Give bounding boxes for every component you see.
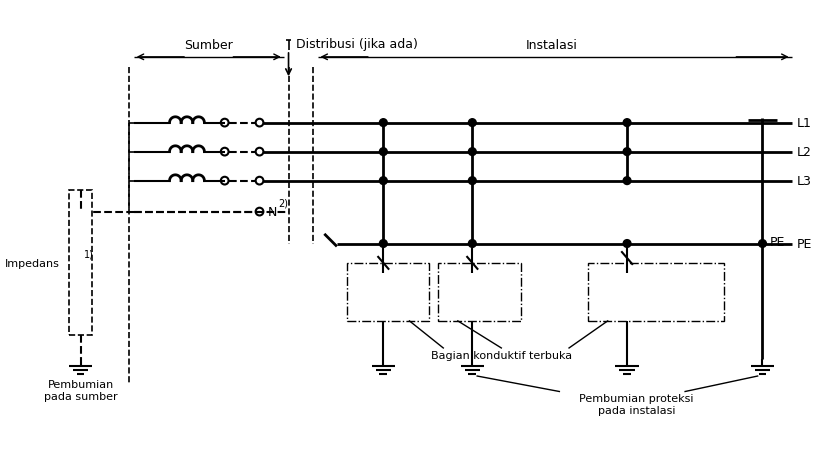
Circle shape	[623, 177, 631, 185]
Circle shape	[468, 177, 477, 185]
Circle shape	[623, 240, 631, 248]
Bar	[438, 263, 521, 321]
Circle shape	[380, 240, 387, 248]
Bar	[589, 263, 724, 321]
Circle shape	[380, 119, 387, 127]
Bar	[347, 263, 429, 321]
Text: L2: L2	[797, 146, 811, 159]
Text: N: N	[268, 206, 277, 218]
Circle shape	[623, 148, 631, 156]
Text: Impedans: Impedans	[4, 258, 59, 268]
Text: L3: L3	[797, 175, 811, 188]
Circle shape	[468, 240, 477, 248]
Text: Sumber: Sumber	[185, 39, 233, 52]
Text: L1: L1	[797, 117, 811, 130]
Circle shape	[468, 119, 477, 127]
Circle shape	[380, 148, 387, 156]
Circle shape	[758, 240, 767, 248]
Circle shape	[468, 148, 477, 156]
Circle shape	[380, 177, 387, 185]
Text: Pembumian proteksi
pada instalasi: Pembumian proteksi pada instalasi	[579, 393, 694, 415]
Bar	[69, 191, 92, 336]
Text: Distribusi (jika ada): Distribusi (jika ada)	[296, 38, 418, 50]
Text: 2): 2)	[278, 198, 288, 208]
Text: Instalasi: Instalasi	[526, 39, 578, 52]
Text: Pembumian
pada sumber: Pembumian pada sumber	[43, 379, 117, 401]
Text: Bagian konduktif terbuka: Bagian konduktif terbuka	[431, 350, 572, 360]
Text: PE: PE	[797, 237, 812, 251]
Text: PE: PE	[770, 235, 786, 248]
Circle shape	[623, 119, 631, 127]
Text: 1): 1)	[84, 248, 94, 258]
